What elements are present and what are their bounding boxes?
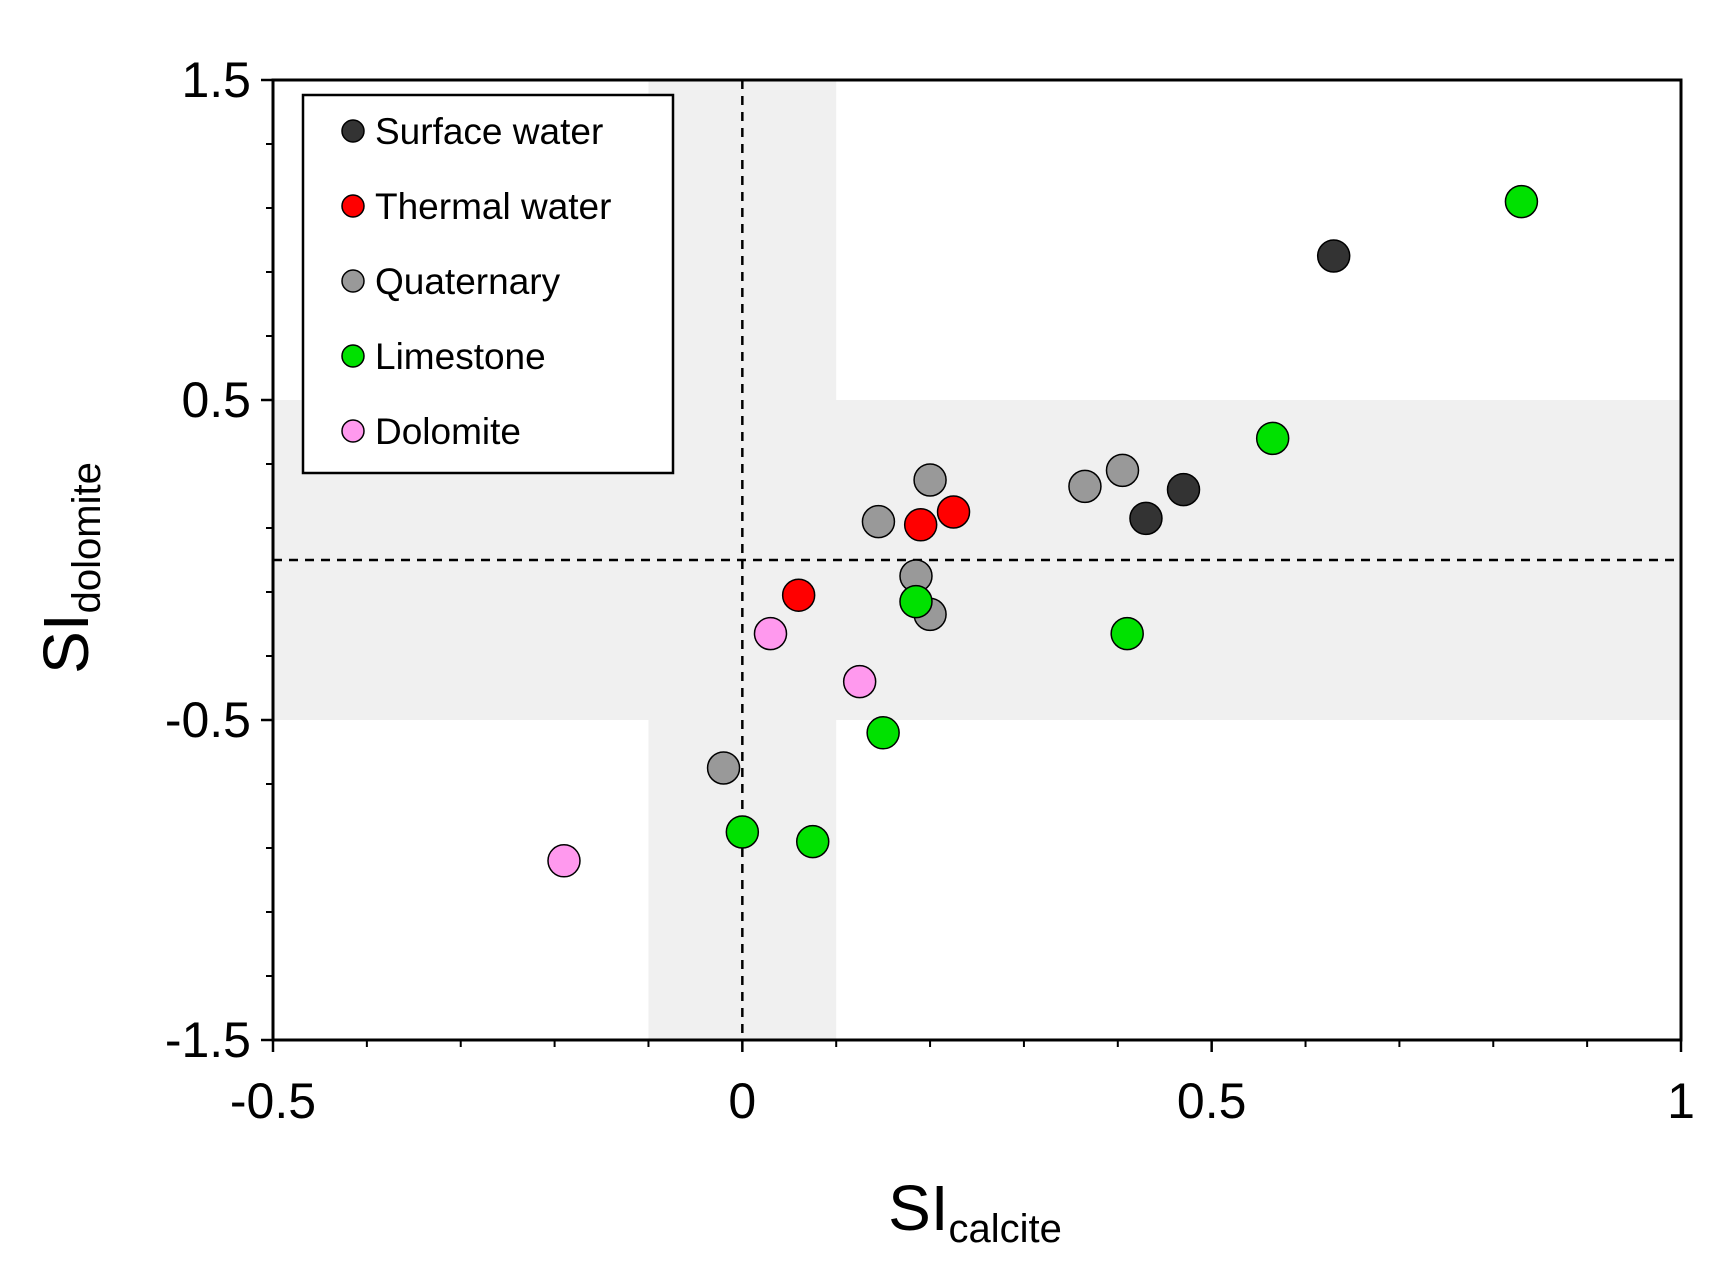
x-axis-title-sub: calcite	[949, 1207, 1062, 1251]
data-point-surface-water	[1129, 501, 1163, 536]
y-axis-title-main: SI	[30, 613, 102, 673]
data-point-limestone	[795, 824, 830, 859]
axis-ticks: -0.5 0 0.5 1-1.5-0.50.51.5	[165, 52, 1695, 1129]
legend-label-surface-water: Surface water	[375, 111, 603, 152]
data-point-quaternary	[1068, 469, 1102, 504]
legend: Surface water Thermal water Quaternary Lime…	[301, 93, 675, 475]
plot-frame	[271, 78, 1683, 1042]
data-point-thermal-water	[936, 495, 971, 529]
data-point-dolomite	[842, 664, 877, 699]
data-point-dolomite	[753, 616, 788, 651]
legend-label-limestone: Limestone	[375, 336, 546, 377]
x-tick-label: 0	[728, 1073, 756, 1129]
data-point-quaternary	[861, 504, 896, 539]
y-axis-title: SIdolomite	[30, 462, 109, 674]
data-point-quaternary	[913, 463, 947, 497]
data-point-limestone	[1504, 184, 1539, 219]
reference-lines	[273, 80, 1681, 1040]
y-tick-label: 0.5	[181, 372, 251, 428]
legend-marker-quaternary	[341, 269, 365, 293]
data-point-thermal-water	[903, 508, 938, 542]
data-point-limestone	[1110, 616, 1144, 651]
y-tick-label: -1.5	[165, 1012, 251, 1068]
x-axis-title-main: SI	[888, 1172, 948, 1244]
data-point-surface-water	[1316, 239, 1351, 273]
data-point-dolomite	[547, 844, 581, 878]
data-point-surface-water	[1166, 472, 1201, 507]
legend-marker-dolomite	[341, 419, 365, 443]
y-axis-title-sub: dolomite	[65, 462, 109, 613]
legend-box	[301, 93, 675, 475]
x-tick-label: 0.5	[1177, 1073, 1247, 1129]
y-tick-label: 1.5	[181, 52, 251, 108]
data-point-limestone	[866, 716, 900, 750]
data-point-thermal-water	[781, 578, 816, 612]
legend-label-dolomite: Dolomite	[375, 411, 521, 452]
data-point-limestone	[899, 584, 933, 619]
y-tick-label: -0.5	[165, 692, 251, 748]
legend-marker-limestone	[341, 344, 365, 368]
legend-label-quaternary: Quaternary	[375, 261, 561, 302]
legend-marker-surface-water	[341, 119, 365, 143]
x-tick-label: 1	[1667, 1073, 1695, 1129]
data-point-quaternary	[706, 751, 741, 785]
legend-marker-thermal-water	[341, 194, 365, 218]
data-point-quaternary	[1105, 453, 1140, 488]
data-point-limestone	[1255, 421, 1290, 456]
x-tick-label: -0.5	[230, 1073, 316, 1129]
data-points	[547, 184, 1539, 878]
x-axis-title: SIcalcite	[888, 1172, 1062, 1251]
data-point-limestone	[725, 815, 760, 849]
legend-label-thermal-water: Thermal water	[375, 186, 611, 227]
